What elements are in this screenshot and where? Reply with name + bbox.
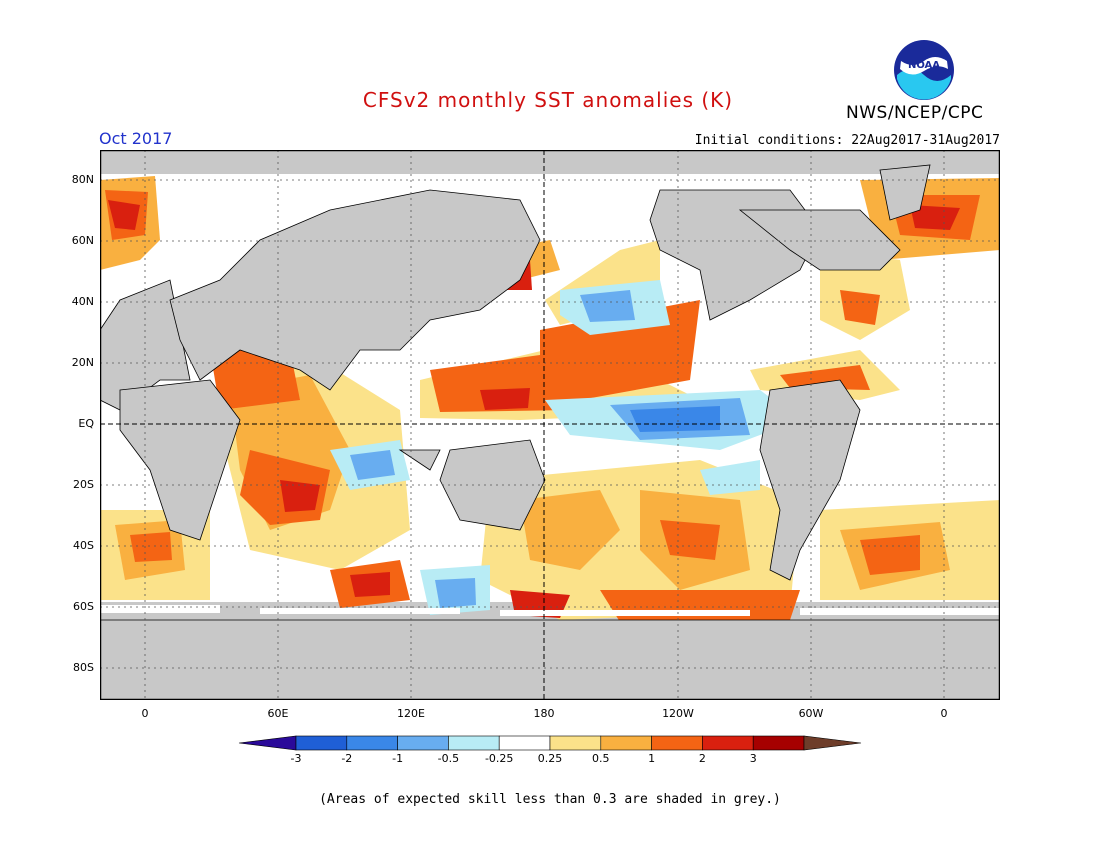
colorbar: [238, 734, 862, 756]
colorbar-label: 2: [698, 752, 706, 765]
colorbar-box: [498, 735, 551, 751]
lat-label-80s: 80S: [73, 661, 94, 674]
land-masses: [99, 164, 1001, 701]
colorbar-box: [549, 735, 602, 751]
skill-footnote: (Areas of expected skill less than 0.3 a…: [319, 792, 781, 807]
lon-label-60w: 60W: [798, 707, 824, 720]
colorbar-cap-high: [803, 735, 862, 751]
lon-label-120e: 120E: [397, 707, 425, 720]
colorbar-label: -1: [392, 752, 404, 765]
lat-label-20s: 20S: [73, 478, 94, 491]
lon-label-120w: 120W: [662, 707, 694, 720]
arctic-low-skill: [100, 150, 1000, 174]
lon-label-0-right: 0: [940, 707, 948, 720]
lon-label-180: 180: [533, 707, 555, 720]
antarctic-fringe: [100, 605, 1000, 616]
colorbar-label: -2: [341, 752, 353, 765]
lat-label-40s: 40S: [73, 539, 94, 552]
colorbar-label: 0.25: [537, 752, 563, 765]
lat-label-40n: 40N: [71, 295, 94, 308]
colorbar-label: -0.25: [484, 752, 514, 765]
colorbar-label: 1: [648, 752, 656, 765]
colorbar-box: [397, 735, 449, 751]
colorbar-box: [346, 735, 398, 751]
lat-label-60s: 60S: [73, 600, 94, 613]
noaa-logo: NOAA: [893, 39, 955, 101]
colorbar-box: [295, 735, 348, 751]
colorbar-label: 0.5: [592, 752, 610, 765]
lat-label-20n: 20N: [71, 356, 94, 369]
colorbar-cap-low: [238, 735, 297, 751]
organization-label: NWS/NCEP/CPC: [846, 103, 984, 123]
colorbar-label: -3: [290, 752, 302, 765]
forecast-month: Oct 2017: [99, 129, 173, 148]
colorbar-box: [702, 735, 754, 751]
colorbar-label: -0.5: [437, 752, 460, 765]
colorbar-label: 3: [749, 752, 757, 765]
map-frame: [99, 149, 1001, 701]
lat-label-80n: 80N: [71, 173, 94, 186]
colorbar-box: [752, 735, 805, 751]
map-gridlines: [100, 150, 1000, 700]
svg-text:NOAA: NOAA: [908, 60, 940, 71]
lat-label-eq: EQ: [78, 417, 94, 430]
chart-title: CFSv2 monthly SST anomalies (K): [362, 88, 734, 112]
lon-label-0: 0: [141, 707, 149, 720]
colorbar-box: [651, 735, 703, 751]
lon-label-60e: 60E: [267, 707, 289, 720]
sst-anomaly-map: [99, 149, 1001, 704]
colorbar-box: [600, 735, 652, 751]
initial-conditions: Initial conditions: 22Aug2017-31Aug2017: [694, 133, 1000, 148]
colorbar-box: [448, 735, 500, 751]
lat-label-60n: 60N: [71, 234, 94, 247]
